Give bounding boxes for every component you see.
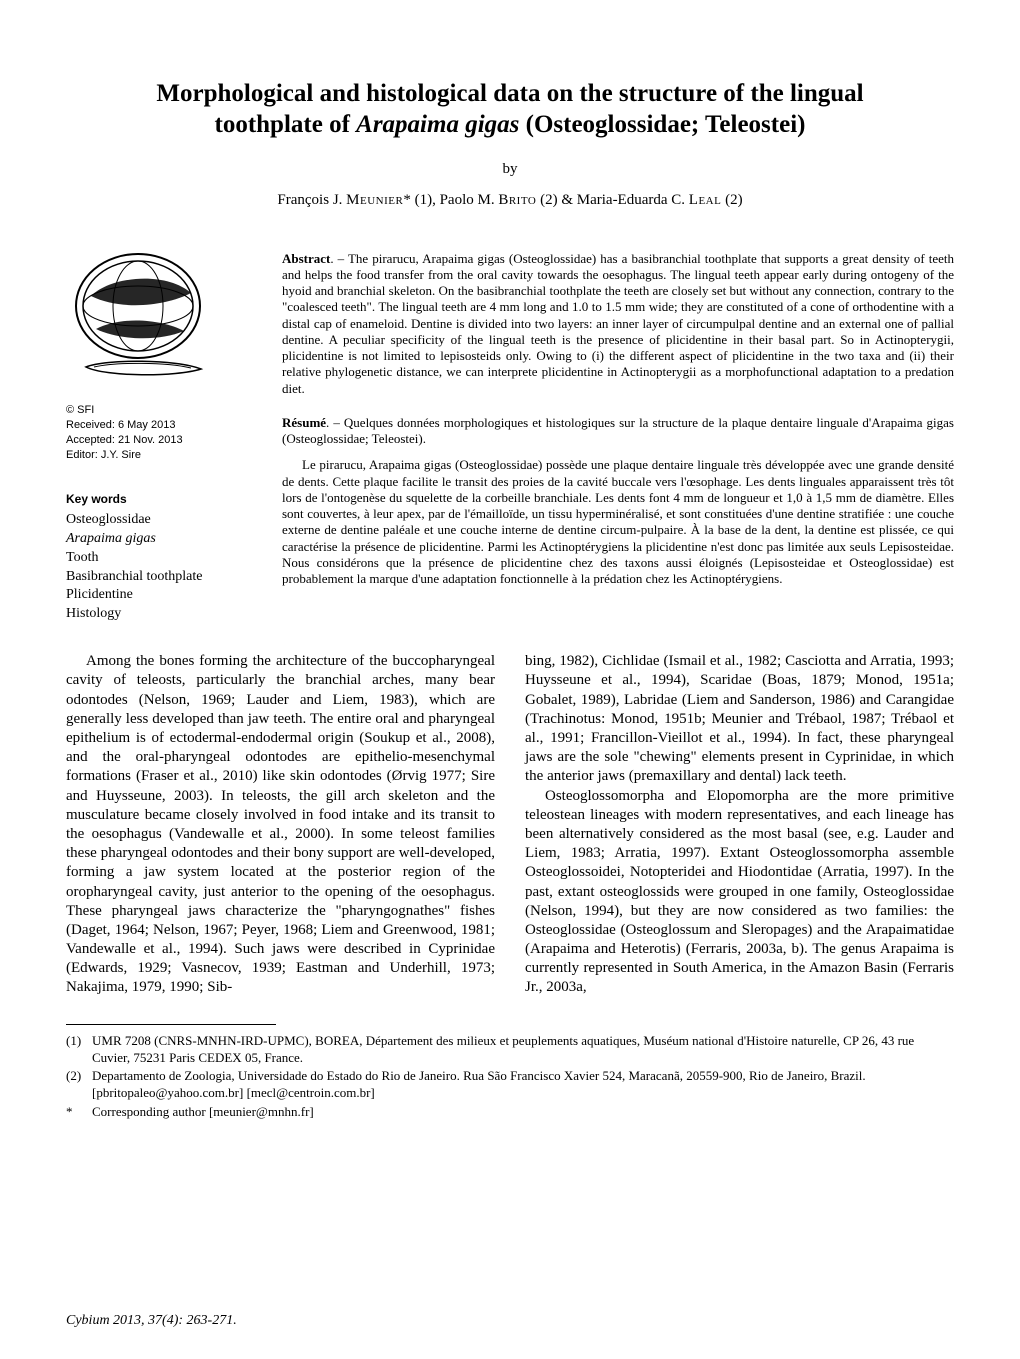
copyright: © SFI [66, 403, 256, 418]
abstract-label: Abstract [282, 251, 330, 266]
keyword-item: Tooth [66, 549, 256, 568]
keywords-block: Key words Osteoglossidae Arapaima gigas … [66, 491, 256, 625]
keyword-item: Osteoglossidae [66, 511, 256, 530]
body-para1: Among the bones forming the architecture… [66, 652, 495, 997]
article-title: Morphological and histological data on t… [106, 78, 914, 141]
resume-text2: Le pirarucu, Arapaima gigas (Osteoglossi… [282, 457, 954, 587]
left-sidebar: © SFI Received: 6 May 2013 Accepted: 21 … [66, 251, 256, 625]
title-line1: Morphological and histological data on t… [156, 80, 863, 107]
footnote-rule [66, 1024, 276, 1025]
author1-mark: * (1), [403, 192, 439, 208]
keyword-item: Arapaima gigas [66, 530, 256, 549]
authors-line: François J. Meunier* (1), Paolo M. Brito… [66, 192, 954, 209]
page: Morphological and histological data on t… [0, 0, 1020, 1359]
footnote-2-num: (2) [66, 1068, 92, 1102]
abstract-en: Abstract. – The pirarucu, Arapaima gigas… [282, 251, 954, 397]
received-date: Received: 6 May 2013 [66, 418, 256, 433]
author2-surname: Brito [498, 192, 536, 208]
footnotes: (1) UMR 7208 (CNRS-MNHN-IRD-UPMC), BOREA… [66, 1033, 954, 1121]
author1-surname: Meunier [346, 192, 403, 208]
sfi-logo-icon [66, 251, 216, 381]
keyword-item: Histology [66, 605, 256, 624]
title-line2-ital: Arapaima gigas [356, 111, 519, 138]
running-footer: Cybium 2013, 37(4): 263-271. [66, 1313, 237, 1329]
by-label: by [66, 161, 954, 178]
footnote-2: (2) Departamento de Zoologia, Universida… [66, 1068, 954, 1102]
author1-given: François J. [277, 192, 346, 208]
header-grid: © SFI Received: 6 May 2013 Accepted: 21 … [66, 251, 954, 625]
abstract-column: Abstract. – The pirarucu, Arapaima gigas… [282, 251, 954, 625]
keywords-heading: Key words [66, 491, 256, 507]
title-line2a: toothplate of [215, 111, 357, 138]
footnote-3-num: * [66, 1104, 92, 1121]
abstract-fr: Résumé. – Quelques données morphologique… [282, 415, 954, 588]
editor: Editor: J.Y. Sire [66, 448, 256, 463]
footnote-3: * Corresponding author [meunier@mnhn.fr] [66, 1104, 954, 1121]
author2-given: Paolo M. [440, 192, 499, 208]
resume-label: Résumé [282, 415, 326, 430]
footnote-3-text: Corresponding author [meunier@mnhn.fr] [92, 1104, 954, 1121]
body-para1b: bing, 1982), Cichlidae (Ismail et al., 1… [525, 652, 954, 786]
title-line2b: (Osteoglossidae; Teleostei) [519, 111, 805, 138]
keyword-item: Plicidentine [66, 586, 256, 605]
author3-mark: (2) [721, 192, 742, 208]
accepted-date: Accepted: 21 Nov. 2013 [66, 433, 256, 448]
keyword-item: Basibranchial toothplate [66, 568, 256, 587]
abstract-text: . – The pirarucu, Arapaima gigas (Osteog… [282, 251, 954, 396]
resume-text1: . – Quelques données morphologiques et h… [282, 415, 954, 446]
article-meta: © SFI Received: 6 May 2013 Accepted: 21 … [66, 403, 256, 462]
footnote-1-text: UMR 7208 (CNRS-MNHN-IRD-UPMC), BOREA, Dé… [92, 1033, 954, 1067]
keywords-list: Osteoglossidae Arapaima gigas Tooth Basi… [66, 511, 256, 624]
body-columns: Among the bones forming the architecture… [66, 652, 954, 997]
author2-mark: (2) & [536, 192, 576, 208]
author3-given: Maria-Eduarda C. [577, 192, 689, 208]
body-para2: Osteoglossomorpha and Elopomorpha are th… [525, 787, 954, 998]
footnote-2-text: Departamento de Zoologia, Universidade d… [92, 1068, 954, 1102]
footnote-1-num: (1) [66, 1033, 92, 1067]
author3-surname: Leal [689, 192, 722, 208]
footnote-1: (1) UMR 7208 (CNRS-MNHN-IRD-UPMC), BOREA… [66, 1033, 954, 1067]
